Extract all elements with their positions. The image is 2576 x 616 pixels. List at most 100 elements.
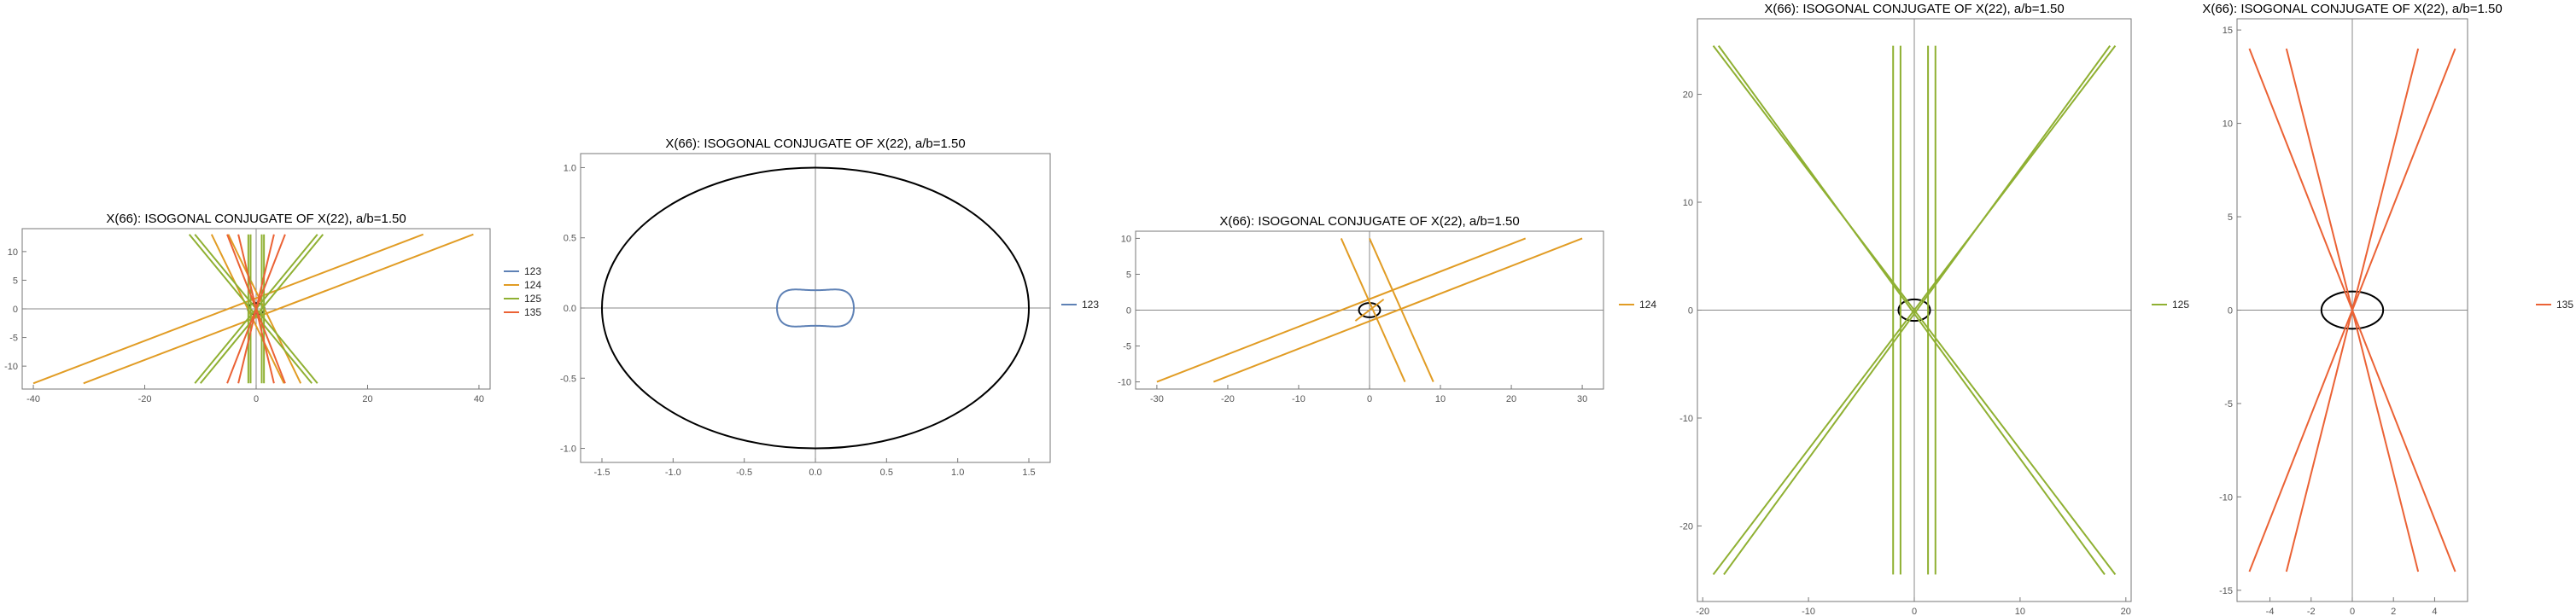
y-tick-label: 15 bbox=[2223, 26, 2233, 36]
plot-area bbox=[601, 166, 1030, 450]
chart-1: X(66): ISOGONAL CONJUGATE OF X(22), a/b=… bbox=[4, 212, 541, 404]
y-tick-label: 0 bbox=[1688, 306, 1693, 317]
x-tick-label: 10 bbox=[2015, 607, 2025, 616]
y-tick-label: 10 bbox=[1683, 198, 1693, 208]
x-tick-label: 0.5 bbox=[880, 468, 893, 478]
chart-title: X(66): ISOGONAL CONJUGATE OF X(22), a/b=… bbox=[2202, 2, 2502, 16]
plot-area bbox=[2248, 48, 2456, 572]
series-curve-123 bbox=[775, 288, 855, 328]
reference-ellipse bbox=[601, 166, 1030, 450]
y-tick-label: 0.0 bbox=[564, 304, 576, 314]
x-tick-label: -2 bbox=[2307, 607, 2316, 616]
y-tick-label: -10 bbox=[2219, 492, 2233, 503]
legend-label-135: 135 bbox=[524, 306, 541, 318]
series-line-124 bbox=[1369, 238, 1434, 382]
series-line-124 bbox=[1212, 237, 1583, 383]
y-tick-label: 5 bbox=[2228, 212, 2233, 223]
y-tick-label: 20 bbox=[1683, 90, 1693, 101]
legend-label-123: 123 bbox=[1082, 299, 1099, 311]
x-tick-label: 0 bbox=[1367, 394, 1372, 404]
legend-label-125: 125 bbox=[2172, 299, 2189, 311]
legend-label-124: 124 bbox=[1639, 299, 1656, 311]
legend-label-124: 124 bbox=[524, 279, 541, 291]
x-tick-label: 4 bbox=[2432, 607, 2437, 616]
chart-3: X(66): ISOGONAL CONJUGATE OF X(22), a/b=… bbox=[1118, 214, 1656, 404]
y-tick-label: -10 bbox=[1679, 414, 1693, 424]
series-123 bbox=[775, 288, 855, 328]
y-tick-label: 0 bbox=[2228, 306, 2233, 317]
chart-title: X(66): ISOGONAL CONJUGATE OF X(22), a/b=… bbox=[1764, 2, 2064, 16]
series-124 bbox=[1156, 237, 1583, 383]
x-tick-label: -20 bbox=[1221, 394, 1235, 404]
y-tick-label: -10 bbox=[4, 362, 18, 372]
y-tick-label: 5 bbox=[1126, 270, 1131, 280]
x-tick-label: 1.5 bbox=[1022, 468, 1035, 478]
series-135 bbox=[2248, 48, 2456, 572]
series-line-135 bbox=[237, 234, 275, 384]
x-tick-label: 10 bbox=[1435, 394, 1446, 404]
y-tick-label: 0.5 bbox=[564, 234, 576, 244]
x-tick-label: 30 bbox=[1577, 394, 1587, 404]
chart-title: X(66): ISOGONAL CONJUGATE OF X(22), a/b=… bbox=[1219, 214, 1519, 229]
chart-2: X(66): ISOGONAL CONJUGATE OF X(22), a/b=… bbox=[560, 137, 1099, 478]
x-tick-label: 20 bbox=[1506, 394, 1516, 404]
chart-5: X(66): ISOGONAL CONJUGATE OF X(22), a/b=… bbox=[2202, 2, 2573, 616]
series-line-125 bbox=[1723, 45, 2112, 575]
series-line-125 bbox=[1712, 45, 2117, 575]
chart-4: X(66): ISOGONAL CONJUGATE OF X(22), a/b=… bbox=[1679, 2, 2189, 616]
x-tick-label: 0 bbox=[1912, 607, 1917, 616]
y-tick-label: 0 bbox=[1126, 306, 1131, 317]
y-tick-label: 5 bbox=[13, 276, 18, 286]
series-line-124 bbox=[83, 233, 474, 385]
x-tick-label: -0.5 bbox=[736, 468, 752, 478]
chart-title: X(66): ISOGONAL CONJUGATE OF X(22), a/b=… bbox=[106, 212, 406, 226]
x-tick-label: -40 bbox=[26, 394, 40, 404]
x-tick-label: 2 bbox=[2391, 607, 2396, 616]
y-tick-label: 0 bbox=[13, 305, 18, 315]
reference-ellipse bbox=[1897, 298, 1931, 323]
x-tick-label: -4 bbox=[2266, 607, 2275, 616]
y-tick-label: -1.0 bbox=[560, 445, 576, 455]
y-tick-label: 1.0 bbox=[564, 163, 576, 173]
x-tick-label: -20 bbox=[1696, 607, 1709, 616]
plot-area bbox=[32, 233, 474, 385]
y-tick-label: -0.5 bbox=[560, 374, 576, 384]
series-line-124 bbox=[1156, 237, 1527, 383]
series-line-124 bbox=[1354, 299, 1385, 322]
y-tick-label: 10 bbox=[8, 247, 18, 258]
y-tick-label: -15 bbox=[2219, 586, 2233, 596]
legend-label-125: 125 bbox=[524, 293, 541, 305]
reference-ellipse bbox=[2320, 290, 2385, 330]
x-tick-label: -10 bbox=[1802, 607, 1815, 616]
x-tick-label: -10 bbox=[1292, 394, 1306, 404]
chart-title: X(66): ISOGONAL CONJUGATE OF X(22), a/b=… bbox=[665, 137, 965, 151]
x-tick-label: 20 bbox=[362, 394, 372, 404]
x-tick-label: -30 bbox=[1150, 394, 1164, 404]
legend-label-135: 135 bbox=[2556, 299, 2573, 311]
x-tick-label: 40 bbox=[474, 394, 484, 404]
x-tick-label: 0 bbox=[254, 394, 259, 404]
y-tick-label: 10 bbox=[1121, 234, 1131, 244]
series-line-125 bbox=[1717, 45, 2106, 575]
legend-label-123: 123 bbox=[524, 265, 541, 277]
series-135 bbox=[226, 234, 286, 384]
x-tick-label: 1.0 bbox=[951, 468, 964, 478]
y-tick-label: -5 bbox=[1123, 342, 1131, 352]
y-tick-label: -20 bbox=[1679, 521, 1693, 532]
y-tick-label: -5 bbox=[9, 334, 18, 344]
x-tick-label: -1.5 bbox=[594, 468, 610, 478]
series-line-124 bbox=[32, 233, 424, 385]
plot-area bbox=[1156, 237, 1583, 383]
x-tick-label: 0 bbox=[2350, 607, 2355, 616]
y-tick-label: -10 bbox=[1118, 378, 1131, 388]
series-line-124 bbox=[1340, 238, 1406, 382]
y-tick-label: 10 bbox=[2223, 119, 2233, 130]
series-line-135 bbox=[2285, 48, 2420, 572]
x-tick-label: 0.0 bbox=[809, 468, 821, 478]
series-125 bbox=[1712, 45, 2117, 575]
x-tick-label: 20 bbox=[2121, 607, 2131, 616]
x-tick-label: -20 bbox=[138, 394, 152, 404]
plot-area bbox=[1712, 45, 2117, 575]
y-tick-label: -5 bbox=[2224, 399, 2233, 410]
